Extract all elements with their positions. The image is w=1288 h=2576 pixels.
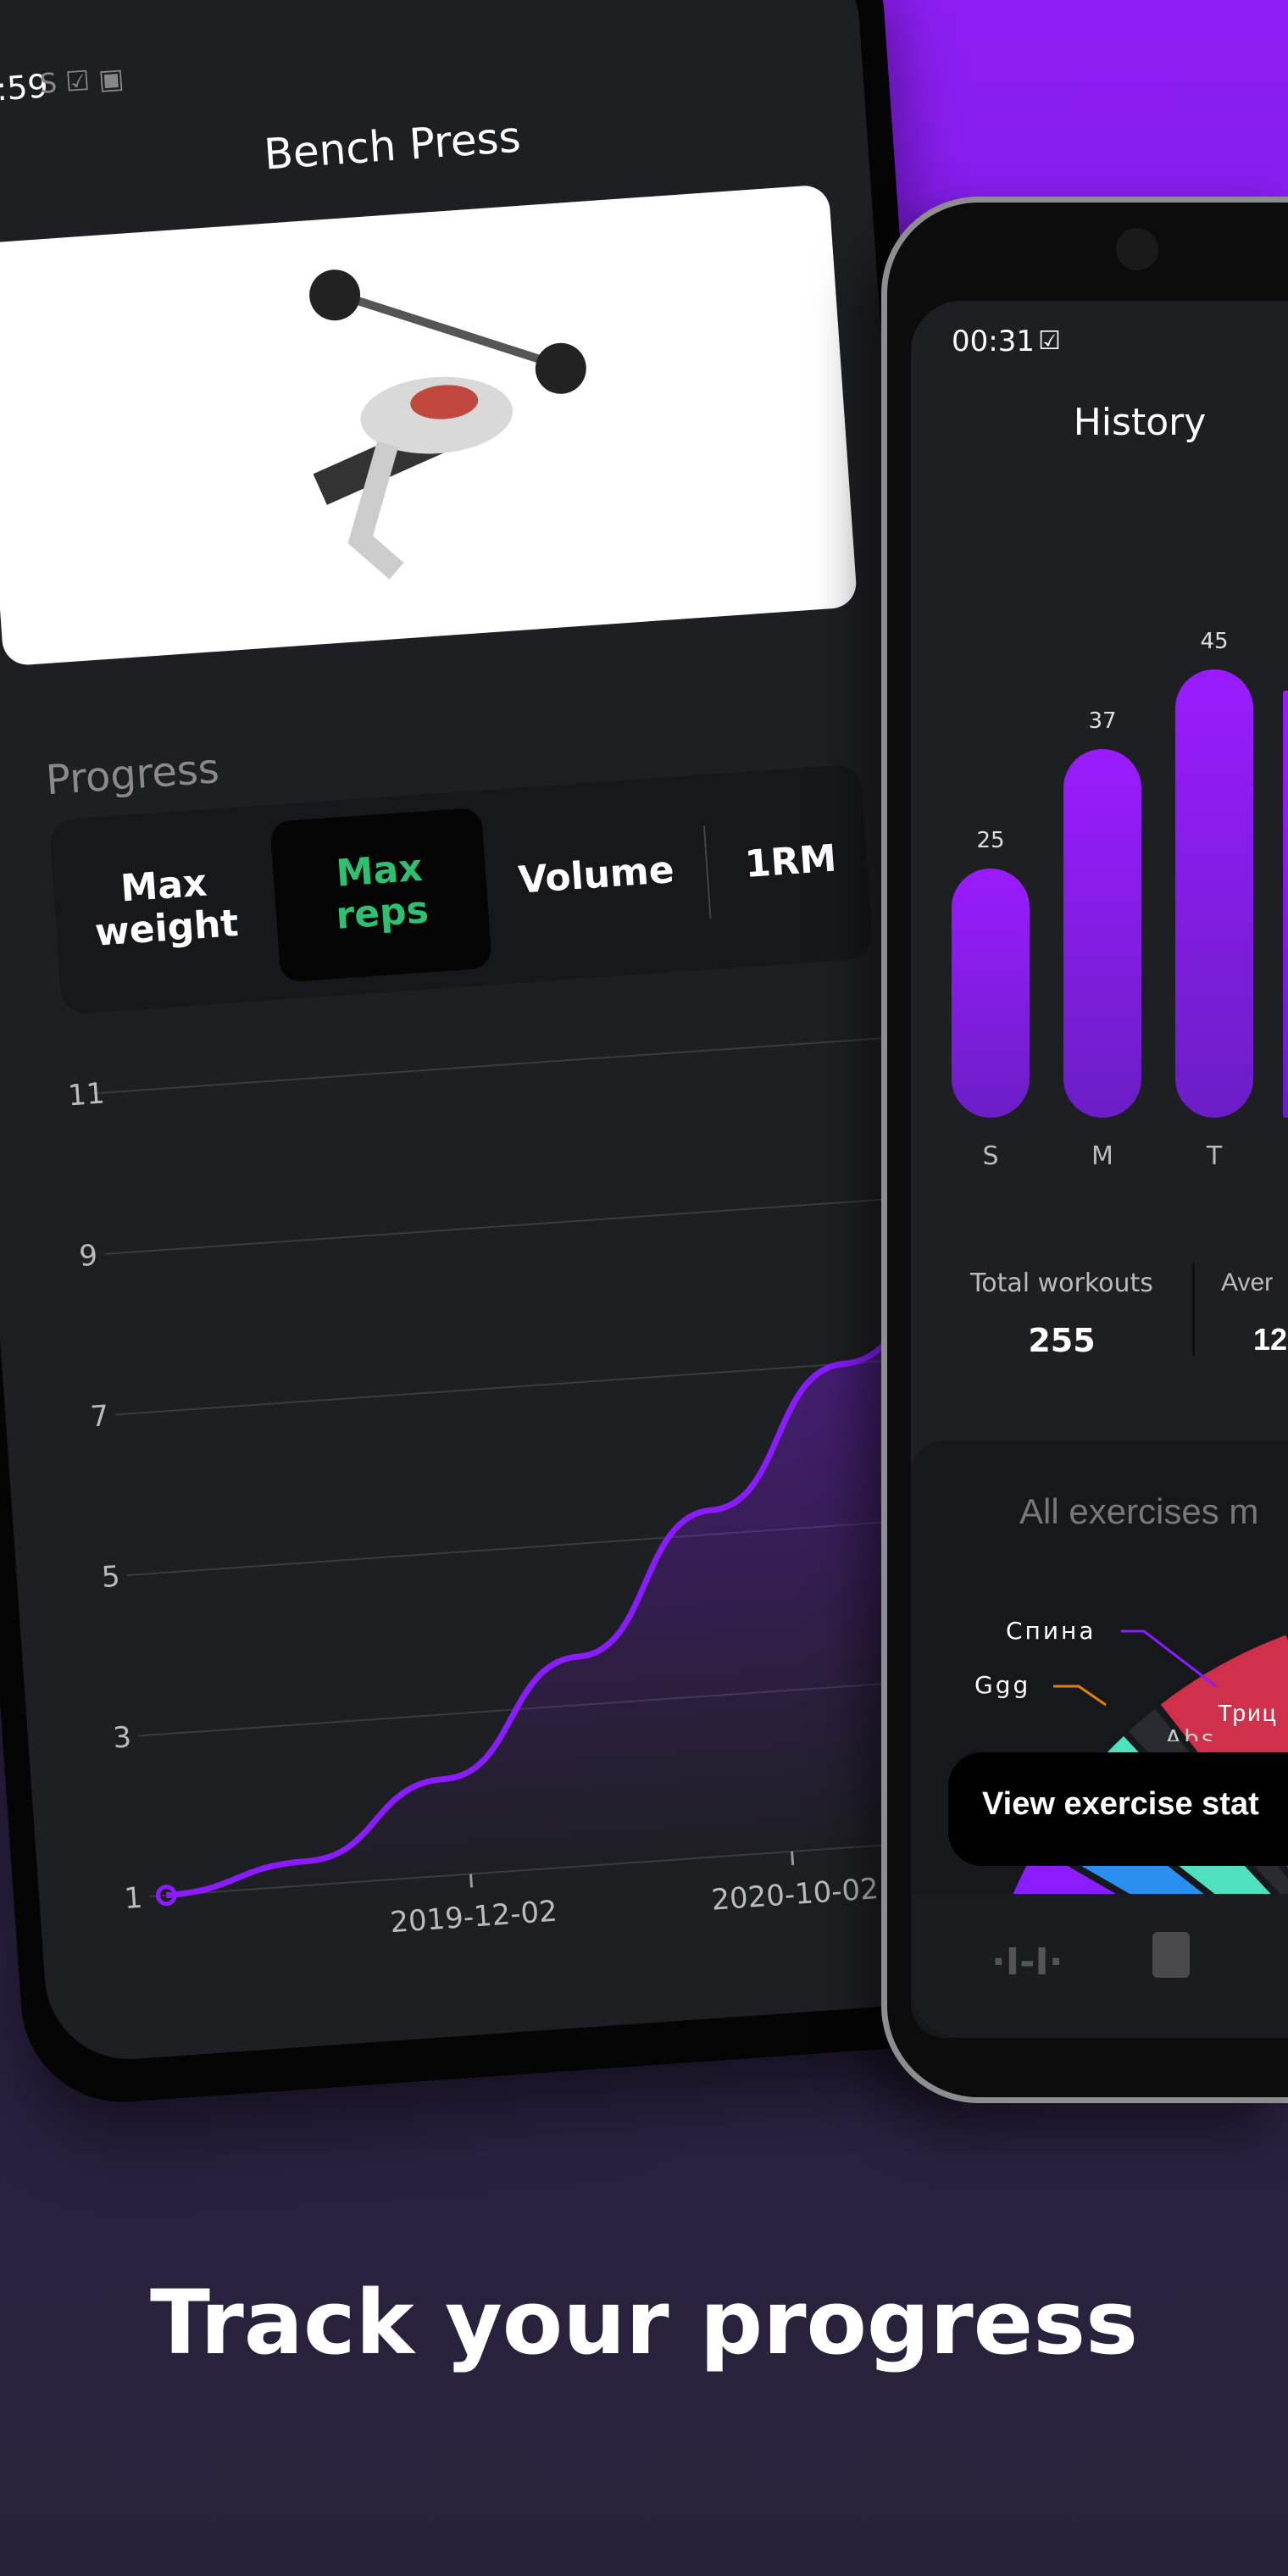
history-screen: 00:31 ☑ History 25 S 37 M 45 T Total workouts… — [911, 301, 1288, 2038]
page-title: Bench Press — [262, 112, 523, 180]
stat-label-total: Total workouts — [970, 1269, 1153, 1298]
card-title: All exercises m — [1019, 1491, 1259, 1531]
gridline — [104, 1194, 942, 1255]
leader-line — [1053, 1685, 1107, 1707]
stat-value-average: 12 — [1253, 1322, 1288, 1357]
pie-label-triceps: Триц — [1218, 1700, 1278, 1726]
dumbbell-icon[interactable]: ·I‑I· — [991, 1940, 1063, 1984]
bar-partial — [1283, 691, 1288, 1118]
gridline — [115, 1355, 953, 1416]
status-icons: S ☑ ▣ — [38, 61, 125, 100]
x-tick — [469, 1874, 474, 1888]
bar-value-label: 37 — [1088, 708, 1117, 735]
bar-day-label: T — [1206, 1141, 1223, 1171]
y-tick-label: 9 — [78, 1239, 98, 1274]
camera — [1116, 228, 1158, 270]
y-tick-label: 5 — [101, 1560, 121, 1595]
pie-label-back: Спина — [1006, 1617, 1096, 1645]
y-tick-label: 1 — [123, 1881, 143, 1916]
bar-value-label: 25 — [976, 828, 1005, 854]
tab-1rm[interactable]: 1RM — [743, 836, 838, 887]
status-check-icon: ☑ — [1038, 326, 1061, 356]
status-time: 00:31 — [952, 325, 1035, 358]
bar-value-label: 45 — [1200, 629, 1229, 654]
bench-press-illustration — [309, 269, 586, 580]
clipboard-icon[interactable] — [1152, 1932, 1190, 1978]
y-tick-label: 7 — [89, 1399, 109, 1434]
bar-S[interactable] — [952, 869, 1030, 1118]
tab-max-reps[interactable]: Max reps — [334, 846, 430, 938]
tab-volume[interactable]: Volume — [517, 847, 676, 902]
x-tick — [791, 1851, 795, 1866]
metric-tabs: Max weight Max reps Volume 1RM — [48, 763, 874, 1015]
view-exercise-stats-button[interactable]: View exercise stat — [948, 1752, 1288, 1866]
pie-label-ggg: Ggg — [974, 1671, 1031, 1699]
bar-M[interactable] — [1063, 749, 1141, 1118]
pie-label-abs: Abs — [1165, 1724, 1217, 1741]
x-tick-label: 2019-12-02 — [389, 1895, 558, 1940]
tab-max-weight[interactable]: Max weight — [93, 861, 241, 955]
y-tick-label: 11 — [67, 1076, 106, 1113]
page-title: History — [1073, 401, 1207, 444]
bar-T[interactable] — [1175, 669, 1253, 1118]
gridline — [93, 1034, 930, 1095]
leader-line — [1121, 1629, 1217, 1688]
exercise-screen: 13:59 S ☑ ▣ ‹ Bench Press Progress Max w… — [0, 0, 998, 2065]
y-tick-label: 3 — [112, 1720, 132, 1755]
progress-label: Progress — [44, 745, 221, 805]
series-line — [166, 1238, 980, 1899]
tab-divider — [702, 825, 712, 919]
stat-divider — [1192, 1263, 1195, 1356]
right-phone: 00:31 ☑ History 25 S 37 M 45 T Total workouts… — [881, 197, 1288, 2103]
bottom-nav: ·I‑I· — [911, 1894, 1288, 2038]
headline: Track your progress — [149, 2271, 1139, 2374]
bar-day-label: M — [1091, 1141, 1113, 1171]
left-phone: 13:59 S ☑ ▣ ‹ Bench Press Progress Max w… — [0, 0, 1026, 2109]
area-fill — [166, 1241, 995, 1896]
data-point[interactable] — [155, 1885, 177, 1907]
stat-label-average: Aver — [1221, 1269, 1274, 1296]
stat-value-total: 255 — [1028, 1322, 1096, 1359]
x-tick-label: 2020-10-02 — [710, 1872, 880, 1918]
bar-day-label: S — [982, 1141, 999, 1171]
exercise-image — [0, 184, 858, 667]
progress-chart: 11 9 7 5 3 1 2019-12-02 2020-10-02 — [67, 1034, 995, 1940]
